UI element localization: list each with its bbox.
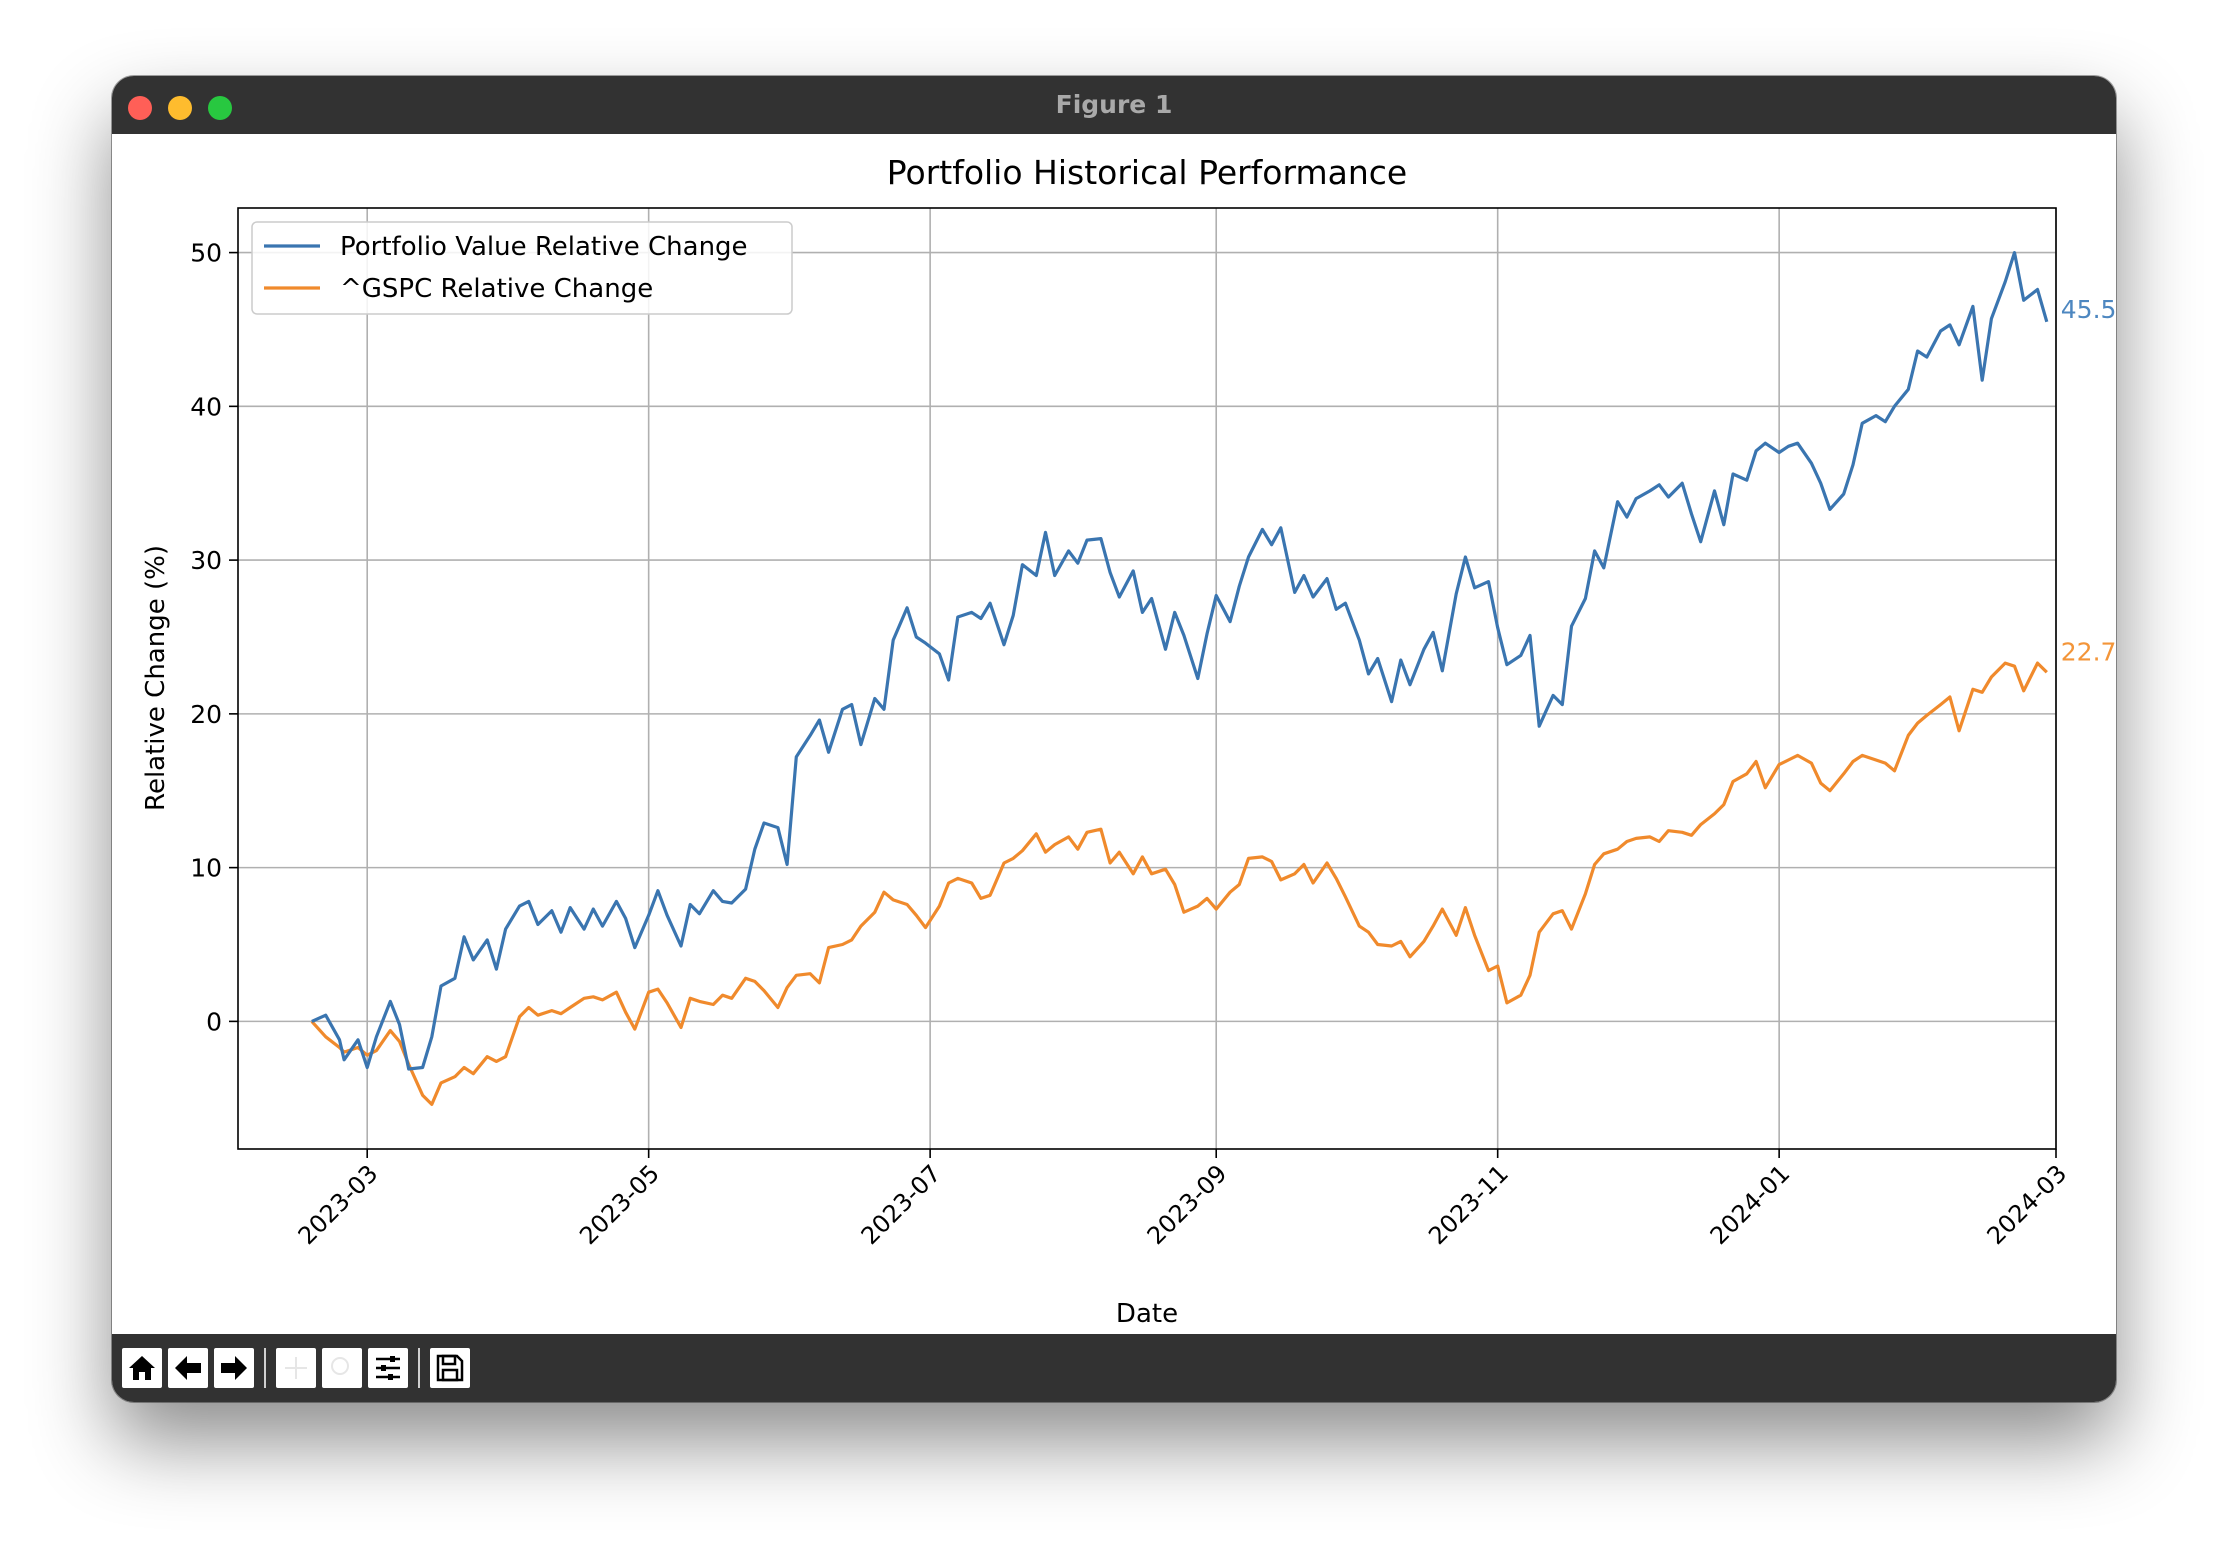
forward-icon (221, 1356, 247, 1380)
toolbar-separator (418, 1348, 420, 1388)
configure-icon (376, 1356, 400, 1380)
y-tick-label: 10 (190, 854, 222, 883)
configure-subplots-button[interactable] (368, 1348, 408, 1388)
legend: Portfolio Value Relative Change ^GSPC Re… (251, 221, 793, 315)
save-icon (436, 1354, 464, 1382)
series-layer (310, 251, 2049, 1106)
figure-canvas[interactable]: 2023-03 2023-05 2023-07 2023-09 2023-11 2024-… (112, 134, 2116, 1334)
zoom-button[interactable] (322, 1348, 362, 1388)
zoom-icon (331, 1357, 349, 1375)
y-tick-label: 0 (206, 1007, 222, 1036)
title-bar: Figure 1 (112, 76, 2116, 135)
y-tick-label: 40 (190, 392, 222, 421)
y-tick-label: 30 (190, 546, 222, 575)
x-tick-label: 2024-03 (1982, 1159, 2073, 1250)
figure-window: Figure 1 2023-03 2023-05 2023-07 2023-09 202… (112, 76, 2116, 1402)
chart-svg[interactable]: 2023-03 2023-05 2023-07 2023-09 2023-11 2024-… (112, 134, 2116, 1334)
legend-label-portfolio: Portfolio Value Relative Change (340, 232, 748, 262)
chart-title: Portfolio Historical Performance (887, 153, 1407, 192)
x-axis: 2023-03 2023-05 2023-07 2023-09 2023-11 2024-… (293, 1149, 2073, 1250)
home-icon (129, 1356, 155, 1380)
forward-button[interactable] (214, 1348, 254, 1388)
y-tick-label: 50 (190, 239, 222, 268)
window-title: Figure 1 (1055, 90, 1173, 119)
series-line-portfolio (311, 251, 2049, 1071)
end-value-label: 22.71% (2061, 637, 2116, 666)
pan-icon (285, 1357, 307, 1379)
maximize-window-button[interactable] (208, 96, 232, 120)
y-axis: 0 10 20 30 40 50 (190, 239, 238, 1036)
x-tick-label: 2023-11 (1423, 1159, 1514, 1250)
legend-label-gspc: ^GSPC Relative Change (340, 274, 653, 304)
x-tick-label: 2023-09 (1142, 1159, 1233, 1250)
x-tick-label: 2023-03 (293, 1159, 384, 1250)
plot-frame (237, 207, 2057, 1150)
y-axis-label: Relative Change (%) (141, 545, 171, 811)
x-tick-label: 2024-01 (1705, 1159, 1796, 1250)
back-icon (175, 1356, 201, 1380)
navigation-toolbar (112, 1334, 2116, 1402)
save-figure-button[interactable] (430, 1348, 470, 1388)
x-tick-label: 2023-05 (574, 1159, 665, 1250)
x-tick-label: 2023-07 (856, 1159, 947, 1250)
x-axis-label: Date (1116, 1299, 1178, 1329)
pan-button[interactable] (276, 1348, 316, 1388)
grid (238, 208, 2057, 1149)
close-window-button[interactable] (128, 96, 152, 120)
end-labels: 22.71% 45.52% (2061, 295, 2116, 667)
series-line-gspc (310, 661, 2048, 1106)
end-value-label: 45.52% (2061, 295, 2116, 324)
minimize-window-button[interactable] (168, 96, 192, 120)
back-button[interactable] (168, 1348, 208, 1388)
toolbar-separator (264, 1348, 266, 1388)
legend-box (251, 221, 793, 315)
y-tick-label: 20 (190, 700, 222, 729)
home-button[interactable] (122, 1348, 162, 1388)
